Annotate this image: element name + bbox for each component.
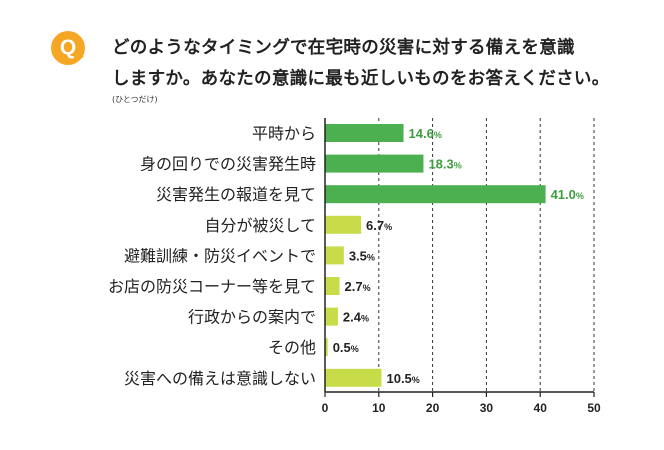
category-label-7: 行政からの案内で <box>188 308 316 327</box>
question-text: どのようなタイミングで在宅時の災害に対する備えを意識 しますか。あなたの意識に最… <box>112 33 642 95</box>
value-label-9: 10.5% <box>386 371 419 386</box>
value-label-6: 2.7% <box>345 279 371 294</box>
category-label-6: お店の防災コーナー等を見て <box>108 277 316 296</box>
x-tick-label-40: 40 <box>534 401 548 415</box>
value-label-1: 14.6% <box>409 126 442 141</box>
bar-6 <box>325 277 340 295</box>
category-label-2: 身の回りでの災害発生時 <box>140 155 316 174</box>
value-label-3: 41.0% <box>551 187 584 202</box>
bar-3 <box>325 185 546 204</box>
category-label-8: その他 <box>268 338 316 357</box>
category-label-9: 災害への備えは意識しない <box>124 369 316 388</box>
question-badge: Q <box>51 31 85 65</box>
question-line-1: どのようなタイミングで在宅時の災害に対する備えを意識 <box>112 38 575 58</box>
x-tick-label-0: 0 <box>322 401 329 415</box>
bar-9 <box>325 368 382 387</box>
x-tick-label-50: 50 <box>587 401 601 415</box>
bar-8 <box>325 338 328 357</box>
bar-2 <box>325 154 424 173</box>
bar-7 <box>325 307 338 326</box>
category-label-5: 避難訓練・防災イベントで <box>124 246 316 265</box>
category-label-1: 平時から <box>252 124 316 143</box>
value-label-8: 0.5% <box>333 340 359 355</box>
x-tick-label-10: 10 <box>372 401 386 415</box>
category-label-3: 災害発生の報道を見て <box>156 185 316 204</box>
value-label-2: 18.3% <box>428 157 461 172</box>
question-line-2: しますか。あなたの意識に最も近しいものをお答えください。 <box>112 69 610 89</box>
question-note: (ひとつだけ) <box>112 95 158 104</box>
bar-4 <box>325 215 362 234</box>
value-label-4: 6.7% <box>366 218 392 233</box>
value-label-5: 3.5% <box>349 248 375 263</box>
value-label-7: 2.4% <box>343 310 369 325</box>
x-tick-label-30: 30 <box>480 401 494 415</box>
x-tick-label-20: 20 <box>426 401 440 415</box>
bar-5 <box>325 246 344 265</box>
bar-1 <box>325 124 404 142</box>
category-label-4: 自分が被災して <box>204 216 316 235</box>
